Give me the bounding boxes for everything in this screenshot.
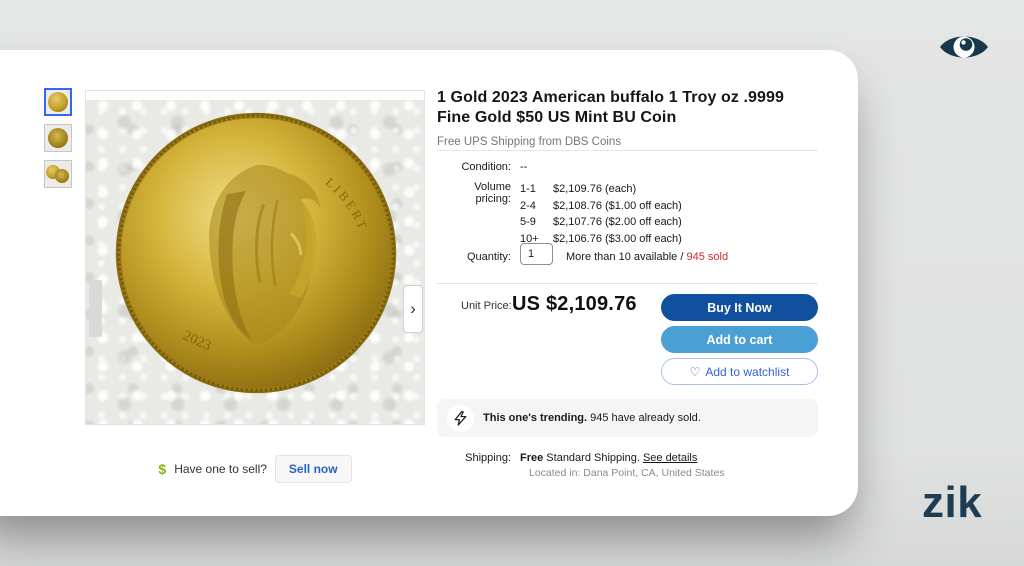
- thumbnail-coin-back[interactable]: [44, 124, 72, 152]
- divider: [437, 150, 818, 151]
- trending-banner: This one's trending. 945 have already so…: [437, 399, 818, 437]
- coin-pair-image: [46, 164, 70, 184]
- add-to-watchlist-button[interactable]: ♡ Add to watchlist: [661, 358, 818, 385]
- volume-pricing-tier: 5-9 $2,107.76 ($2.00 off each): [520, 216, 682, 228]
- zik-logo: zik: [922, 478, 983, 527]
- condition-row: Condition: --: [437, 161, 527, 173]
- listing-details: 1 Gold 2023 American buffalo 1 Troy oz .…: [437, 88, 818, 479]
- buy-it-now-button[interactable]: Buy It Now: [661, 294, 818, 321]
- unit-price-label: Unit Price:: [461, 300, 512, 312]
- shipping-value: Free Standard Shipping. See details: [520, 452, 698, 464]
- shipping-label: Shipping:: [465, 452, 511, 464]
- add-to-cart-button[interactable]: Add to cart: [661, 326, 818, 353]
- dollar-icon: $: [158, 461, 167, 477]
- coin-front-image: [48, 92, 68, 112]
- see-details-link[interactable]: See details: [642, 452, 698, 464]
- trending-text: This one's trending. 945 have already so…: [483, 412, 701, 424]
- volume-pricing-tier: 2-4 $2,108.76 ($1.00 off each): [520, 199, 682, 212]
- unit-price-value: US $2,109.76: [512, 293, 637, 315]
- quantity-row: Quantity: More than 10 available / 945 s…: [437, 243, 729, 265]
- sell-prompt-text: Have one to sell?: [174, 462, 267, 476]
- volume-pricing-table: 1-1 $2,109.76 (each) 2-4 $2,108.76 ($1.0…: [520, 181, 682, 247]
- thumbnail-coin-front[interactable]: [44, 88, 72, 116]
- volume-pricing-label: Volume pricing:: [474, 181, 511, 205]
- lightning-icon: [447, 404, 474, 432]
- listing-card: LIBERTY 2023 › $ Have one to sell? Sell …: [0, 50, 858, 516]
- thumbnail-coin-pair[interactable]: [44, 160, 72, 188]
- condition-value: --: [520, 161, 528, 173]
- listing-subtitle: Free UPS Shipping from DBS Coins: [437, 136, 622, 148]
- availability-text: More than 10 available / 945 sold: [566, 250, 729, 263]
- sell-now-button[interactable]: Sell now: [274, 455, 352, 483]
- listing-title: 1 Gold 2023 American buffalo 1 Troy oz .…: [437, 89, 785, 126]
- eye-icon: [940, 36, 988, 58]
- next-image-button[interactable]: ›: [403, 285, 423, 333]
- volume-pricing-tier: 10+ $2,106.76 ($3.00 off each): [520, 232, 682, 245]
- coin-back-image: [48, 128, 68, 148]
- gold-coin-image: LIBERTY 2023: [110, 107, 397, 394]
- main-product-image[interactable]: LIBERTY 2023 ›: [85, 90, 425, 425]
- divider: [437, 283, 818, 284]
- condition-label: Condition:: [461, 161, 511, 173]
- volume-pricing-row: Volume pricing: 1-1 $2,109.76 (each) 2-4…: [437, 181, 682, 247]
- volume-pricing-tier: 1-1 $2,109.76 (each): [520, 183, 637, 195]
- quantity-input[interactable]: [520, 243, 553, 265]
- thumbnail-column: [44, 88, 74, 196]
- previous-image-button[interactable]: [89, 280, 102, 337]
- sell-prompt: $ Have one to sell? Sell now: [85, 455, 425, 483]
- shipping-row: Shipping: Free Standard Shipping. See de…: [437, 452, 697, 464]
- heart-icon: ♡: [689, 364, 701, 379]
- sold-count: 945 sold: [686, 250, 729, 263]
- quantity-label: Quantity:: [466, 250, 511, 263]
- item-location: Located in: Dana Point, CA, United State…: [529, 467, 725, 479]
